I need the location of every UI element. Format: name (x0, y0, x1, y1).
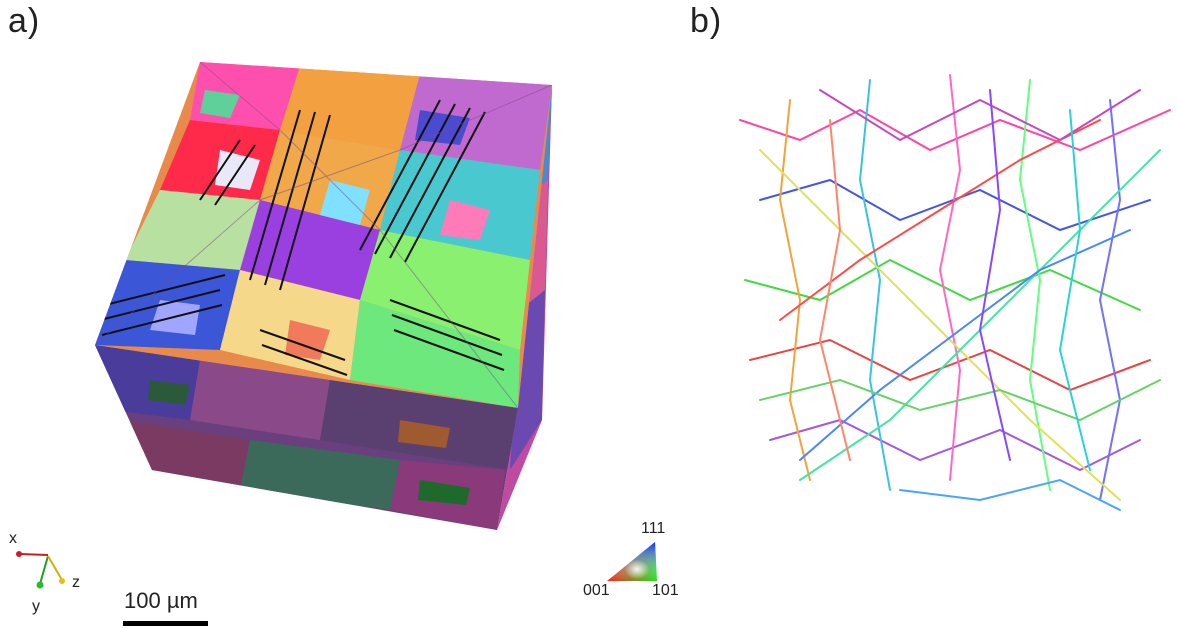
y-axis-arrow (39, 555, 49, 585)
scale-bar-label: 100 µm (124, 588, 198, 613)
x-axis-label: x (9, 530, 17, 547)
z-axis-tip (59, 578, 65, 584)
scale-bar (123, 621, 208, 626)
ipf-label-101: 101 (652, 582, 679, 599)
x-axis-arrow (19, 553, 49, 556)
axes-triad (16, 551, 65, 589)
ipf-label-111: 111 (641, 520, 666, 537)
x-axis-tip (16, 551, 22, 557)
grain-cube-3d (95, 62, 552, 530)
y-axis-label: y (32, 598, 40, 615)
panel-a-label: a) (8, 2, 41, 40)
panel-b-label: b) (690, 2, 723, 40)
y-axis-tip (36, 581, 44, 589)
z-axis-arrow (47, 555, 63, 581)
ipf-color-key (607, 542, 657, 581)
boundary-network-3d (739, 74, 1171, 511)
ipf-label-001: 001 (583, 582, 610, 599)
z-axis-label: z (72, 574, 80, 591)
